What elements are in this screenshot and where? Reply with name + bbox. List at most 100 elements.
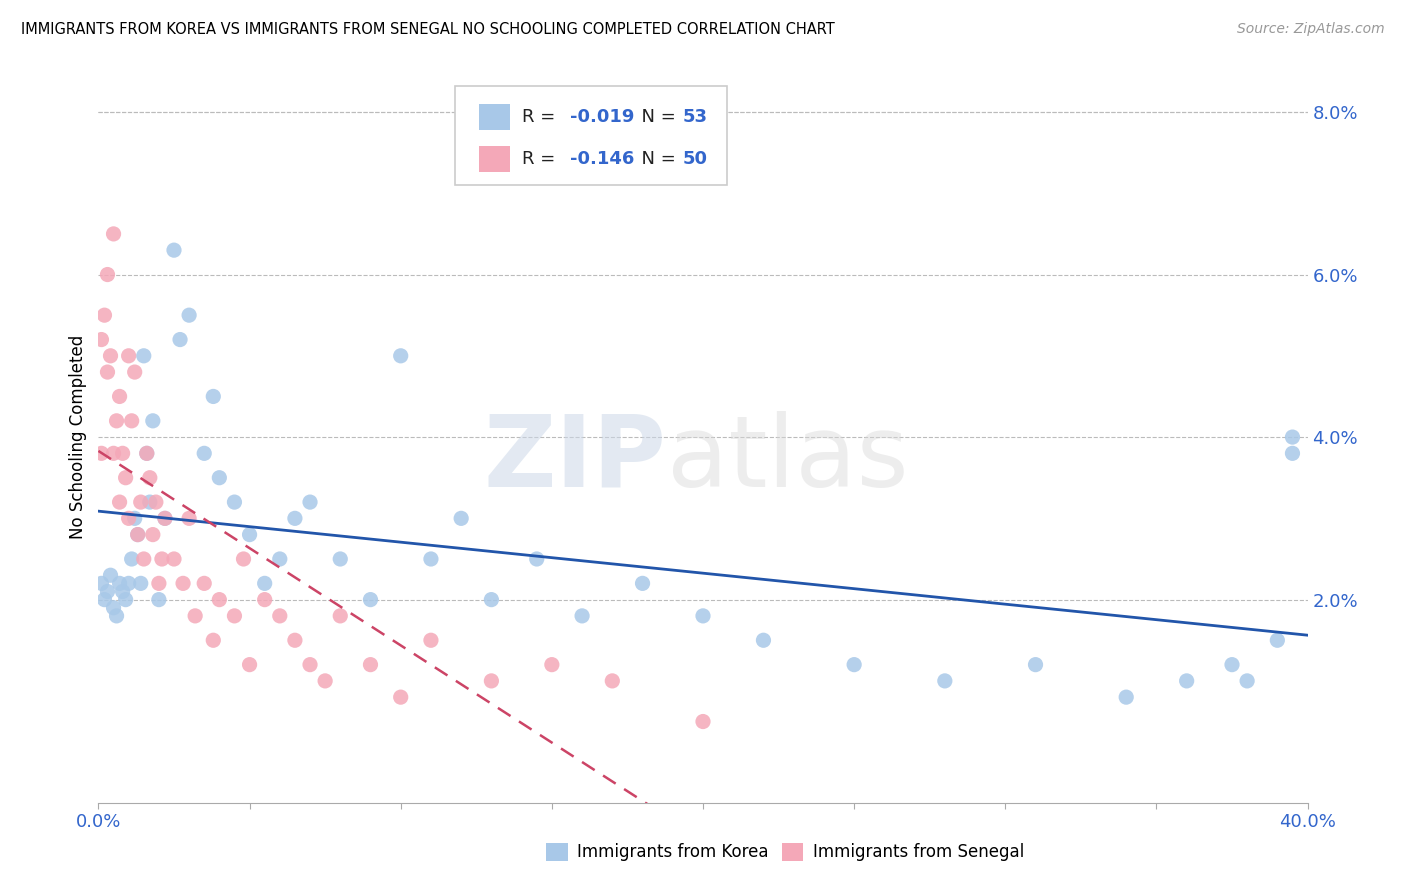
Point: [389, 690, 412, 705]
Point: [284, 633, 307, 648]
Point: [121, 414, 143, 428]
Point: [571, 608, 593, 623]
Point: [269, 552, 291, 566]
Point: [93, 308, 115, 322]
Point: [1281, 446, 1303, 460]
Text: N =: N =: [630, 150, 682, 168]
Text: R =: R =: [522, 108, 561, 126]
Y-axis label: No Schooling Completed: No Schooling Completed: [69, 335, 87, 539]
Point: [105, 608, 128, 623]
Point: [329, 608, 352, 623]
Text: ZIP: ZIP: [484, 410, 666, 508]
Point: [329, 552, 352, 566]
Text: -0.146: -0.146: [569, 150, 634, 168]
Point: [540, 657, 562, 672]
Point: [118, 349, 141, 363]
Text: R =: R =: [522, 150, 561, 168]
Point: [752, 633, 775, 648]
Point: [127, 527, 149, 541]
Point: [108, 576, 131, 591]
Point: [284, 511, 307, 525]
Point: [208, 471, 231, 485]
Point: [420, 633, 443, 648]
Point: [93, 592, 115, 607]
Point: [1220, 657, 1243, 672]
Point: [224, 495, 246, 509]
Text: Immigrants from Senegal: Immigrants from Senegal: [813, 843, 1025, 861]
Text: atlas: atlas: [666, 410, 908, 508]
Point: [111, 584, 134, 599]
Point: [184, 608, 207, 623]
Point: [150, 552, 173, 566]
FancyBboxPatch shape: [479, 104, 509, 129]
Point: [481, 673, 503, 688]
Point: [602, 673, 624, 688]
Point: [314, 673, 336, 688]
Point: [1175, 673, 1198, 688]
Point: [114, 592, 136, 607]
Point: [148, 576, 170, 591]
Point: [179, 308, 201, 322]
Point: [934, 673, 956, 688]
Point: [100, 568, 122, 582]
Point: [163, 243, 186, 257]
Point: [105, 414, 128, 428]
Text: 50: 50: [682, 150, 707, 168]
Point: [124, 511, 146, 525]
Point: [389, 349, 412, 363]
Point: [96, 365, 118, 379]
Point: [631, 576, 654, 591]
Point: [208, 592, 231, 607]
Point: [253, 592, 276, 607]
Point: [232, 552, 254, 566]
Point: [118, 576, 141, 591]
Point: [253, 576, 276, 591]
Point: [145, 495, 167, 509]
Point: [139, 471, 162, 485]
Point: [239, 527, 262, 541]
Point: [148, 592, 170, 607]
Point: [844, 657, 866, 672]
Point: [169, 333, 191, 347]
Point: [202, 389, 225, 403]
Point: [96, 584, 118, 599]
Point: [224, 608, 246, 623]
Point: [193, 446, 215, 460]
Point: [127, 527, 149, 541]
Text: IMMIGRANTS FROM KOREA VS IMMIGRANTS FROM SENEGAL NO SCHOOLING COMPLETED CORRELAT: IMMIGRANTS FROM KOREA VS IMMIGRANTS FROM…: [21, 22, 835, 37]
FancyBboxPatch shape: [456, 86, 727, 185]
Point: [90, 333, 112, 347]
Point: [153, 511, 176, 525]
Point: [1267, 633, 1289, 648]
Point: [100, 349, 122, 363]
Point: [172, 576, 194, 591]
Point: [121, 552, 143, 566]
Point: [299, 495, 322, 509]
Point: [142, 414, 165, 428]
Point: [108, 389, 131, 403]
Point: [103, 600, 125, 615]
Point: [481, 592, 503, 607]
Point: [153, 511, 176, 525]
Point: [1236, 673, 1258, 688]
Point: [132, 552, 155, 566]
Point: [114, 471, 136, 485]
Point: [108, 495, 131, 509]
Point: [360, 592, 382, 607]
Point: [90, 446, 112, 460]
Text: Source: ZipAtlas.com: Source: ZipAtlas.com: [1237, 22, 1385, 37]
FancyBboxPatch shape: [782, 843, 803, 861]
Point: [132, 349, 155, 363]
Point: [526, 552, 548, 566]
FancyBboxPatch shape: [546, 843, 568, 861]
Point: [142, 527, 165, 541]
FancyBboxPatch shape: [479, 146, 509, 172]
Point: [118, 511, 141, 525]
Text: N =: N =: [630, 108, 682, 126]
Point: [111, 446, 134, 460]
Point: [90, 576, 112, 591]
Point: [129, 576, 152, 591]
Point: [692, 714, 714, 729]
Point: [360, 657, 382, 672]
Point: [1024, 657, 1046, 672]
